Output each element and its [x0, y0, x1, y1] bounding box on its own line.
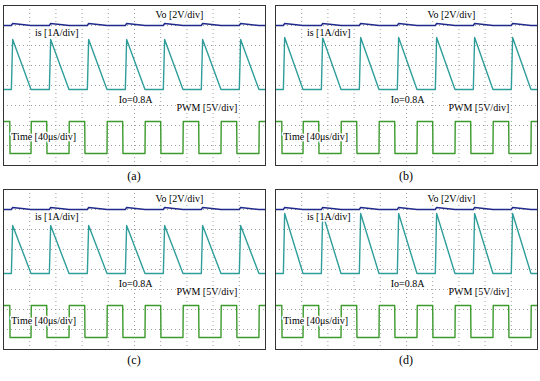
html-text:(b): (b): [399, 169, 413, 183]
svg-text:Vo [2V/div]: Vo [2V/div]: [427, 193, 475, 204]
svg-text:PWM [5V/div]: PWM [5V/div]: [176, 286, 237, 297]
svg-text:Vo [2V/div]: Vo [2V/div]: [155, 193, 203, 204]
svg-text:PWM [5V/div]: PWM [5V/div]: [176, 102, 237, 113]
svg-text:Time [40μs/div]: Time [40μs/div]: [283, 315, 348, 326]
svg-text:Time [40μs/div]: Time [40μs/div]: [11, 315, 76, 326]
svg-text:Io=0.8A: Io=0.8A: [391, 94, 425, 105]
svg-text:Vo [2V/div]: Vo [2V/div]: [155, 9, 203, 20]
html-text:(a): (a): [127, 169, 141, 183]
svg-text:PWM [5V/div]: PWM [5V/div]: [448, 286, 509, 297]
svg-text:Io=0.8A: Io=0.8A: [391, 278, 425, 289]
svg-text:is [1A/div]: is [1A/div]: [35, 27, 79, 38]
svg-text:Vo [2V/div]: Vo [2V/div]: [427, 9, 475, 20]
svg-text:is [1A/div]: is [1A/div]: [307, 211, 351, 222]
svg-text:Time [40μs/div]: Time [40μs/div]: [283, 131, 348, 142]
svg-text:Time [40μs/div]: Time [40μs/div]: [11, 131, 76, 142]
svg-text:Io=0.8A: Io=0.8A: [119, 94, 153, 105]
svg-text:PWM [5V/div]: PWM [5V/div]: [448, 102, 509, 113]
svg-text:is [1A/div]: is [1A/div]: [307, 27, 351, 38]
html-text:(c): (c): [127, 353, 141, 367]
svg-text:Io=0.8A: Io=0.8A: [119, 278, 153, 289]
svg-text:is [1A/div]: is [1A/div]: [35, 211, 79, 222]
html-text:(d): (d): [399, 353, 413, 367]
